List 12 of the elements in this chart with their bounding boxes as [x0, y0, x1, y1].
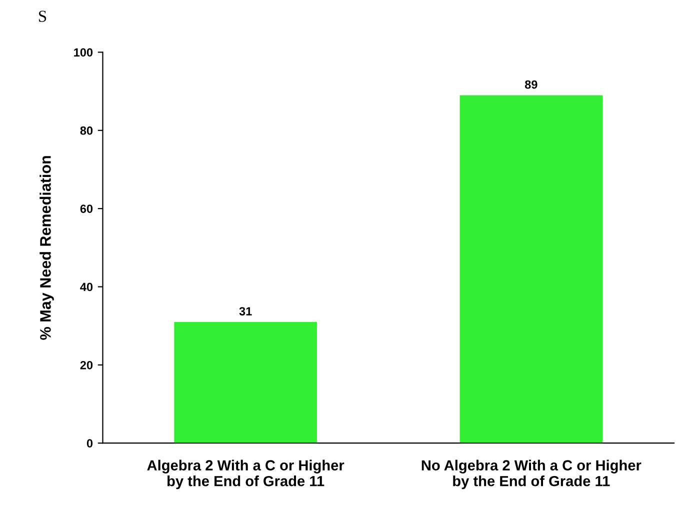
y-axis-title: % May Need Remediation [40, 156, 54, 340]
x-tick-label: No Algebra 2 With a C or Higher by the End of Grade 11 [422, 460, 642, 490]
y-tick-label: 0 [86, 439, 93, 448]
data-label: 89 [524, 80, 538, 89]
y-tick-label: 80 [80, 126, 93, 135]
chart-title: S [38, 10, 46, 22]
y-tick-label: 20 [80, 360, 93, 370]
y-tick-label: 60 [80, 204, 93, 213]
y-tick-label: 100 [74, 48, 93, 57]
x-tick-label: Algebra 2 With a C or Higher by the End of Grade 11 [147, 460, 344, 490]
y-tick-label: 40 [80, 282, 93, 292]
data-label: 31 [239, 307, 252, 316]
